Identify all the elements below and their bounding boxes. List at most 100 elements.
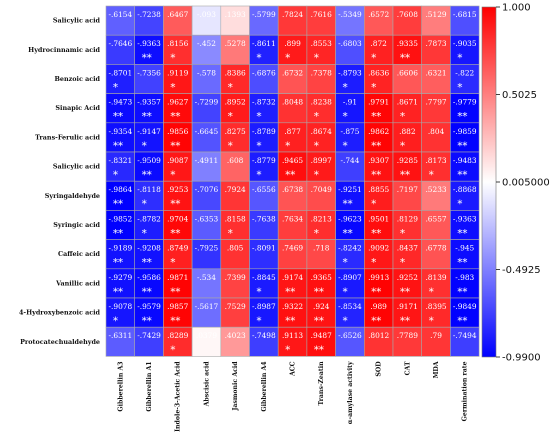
cell-value-label: -.983 bbox=[455, 273, 474, 282]
heatmap-cell bbox=[220, 151, 250, 182]
colorbar-tick-label: -0.9900 bbox=[502, 353, 541, 364]
significance-mark: ** bbox=[170, 141, 180, 152]
heatmap-cell bbox=[249, 239, 279, 270]
row-label: Sinapic Acid bbox=[55, 104, 100, 112]
cell-value-label: .7399 bbox=[225, 273, 246, 282]
heatmap-cell bbox=[191, 210, 222, 240]
heatmap-cells: -.6154 -.7238 .6467 -.093 .1393 -.5799 .7824 .7… bbox=[105, 5, 480, 357]
column-labels: Gibberellin A3 Gibberellin A1 Indole-3-Ace… bbox=[117, 361, 468, 432]
heatmap-cell bbox=[105, 5, 136, 36]
row-label: Hydrocinnamic acid bbox=[28, 46, 100, 54]
significance-mark: * bbox=[170, 53, 175, 64]
heatmap-cell bbox=[392, 268, 423, 299]
heatmap-cell bbox=[421, 5, 451, 36]
heatmap-cell bbox=[220, 268, 250, 299]
cell-value-label: -.8868 bbox=[453, 185, 477, 194]
heatmap-cell bbox=[249, 326, 279, 357]
column-label: SOD bbox=[376, 361, 383, 377]
significance-mark: ** bbox=[371, 316, 381, 327]
significance-mark: * bbox=[457, 82, 462, 93]
cell-value-label: .9087 bbox=[167, 156, 188, 165]
cell-value-label: -.6876 bbox=[252, 68, 276, 77]
row-label: Caffeic acid bbox=[58, 250, 101, 258]
cell-value-label: .9113 bbox=[282, 331, 303, 340]
heatmap-cell bbox=[306, 239, 336, 270]
significance-mark: * bbox=[343, 141, 348, 152]
cell-value-label: .9365 bbox=[311, 273, 332, 282]
column-label: Gibberellin A1 bbox=[146, 361, 153, 411]
cell-value-label: -.9586 bbox=[137, 273, 161, 282]
heatmap-cell bbox=[134, 297, 164, 328]
cell-value-label: .8275 bbox=[225, 127, 246, 136]
heatmap-cell bbox=[392, 64, 423, 94]
cell-value-label: .805 bbox=[227, 244, 244, 253]
cell-value-label: .6606 bbox=[397, 68, 418, 77]
significance-mark: ** bbox=[314, 345, 324, 356]
heatmap-cell bbox=[277, 326, 308, 357]
cell-value-label: .899 bbox=[284, 39, 301, 48]
colorbar-gradient bbox=[481, 6, 497, 358]
heatmap-cell bbox=[335, 297, 365, 328]
significance-mark: ** bbox=[285, 287, 295, 298]
cell-value-label: -.8987 bbox=[252, 302, 276, 311]
heatmap-cell bbox=[105, 122, 136, 153]
cell-value-label: .7378 bbox=[311, 68, 332, 77]
significance-mark: ** bbox=[170, 316, 180, 327]
heatmap-cell bbox=[421, 210, 451, 240]
heatmap-cell bbox=[277, 93, 308, 124]
significance-mark: * bbox=[314, 228, 319, 239]
cell-value-label: .9704 bbox=[167, 214, 188, 223]
cell-value-label: -.5799 bbox=[252, 10, 276, 19]
significance-mark: * bbox=[228, 228, 233, 239]
significance-mark: * bbox=[371, 82, 376, 93]
cell-value-label: -.5349 bbox=[338, 10, 362, 19]
cell-value-label: .8129 bbox=[397, 214, 418, 223]
heatmap-cell bbox=[392, 151, 423, 182]
heatmap-cell bbox=[134, 64, 164, 94]
significance-mark: ** bbox=[113, 112, 123, 123]
cell-value-label: .9501 bbox=[368, 214, 389, 223]
significance-mark: * bbox=[400, 112, 405, 123]
cell-value-label: -.9579 bbox=[137, 302, 161, 311]
heatmap-cell bbox=[105, 239, 136, 270]
cell-value-label: .9252 bbox=[397, 273, 418, 282]
cell-value-label: .8674 bbox=[311, 127, 332, 136]
significance-mark: * bbox=[257, 170, 262, 181]
colorbar-tick-label: 0.5025 bbox=[502, 90, 537, 101]
cell-value-label: .9174 bbox=[282, 273, 303, 282]
heatmap-cell bbox=[392, 180, 423, 211]
heatmap-cell bbox=[363, 268, 394, 299]
significance-mark: ** bbox=[113, 258, 123, 269]
heatmap-cell bbox=[134, 268, 164, 299]
cell-value-label: .9171 bbox=[397, 302, 418, 311]
heatmap-cell bbox=[105, 268, 136, 299]
significance-mark: * bbox=[314, 112, 319, 123]
cell-value-label: -.8118 bbox=[137, 185, 161, 194]
significance-mark: ** bbox=[170, 228, 180, 239]
cell-value-label: -.9035 bbox=[453, 39, 477, 48]
colorbar-tick-label: 0.005000 bbox=[502, 178, 550, 189]
cell-value-label: .8158 bbox=[225, 214, 246, 223]
significance-mark: ** bbox=[113, 141, 123, 152]
significance-mark: * bbox=[371, 258, 376, 269]
cell-value-label: .9791 bbox=[368, 98, 389, 107]
heatmap-cell bbox=[421, 122, 451, 153]
significance-mark: * bbox=[314, 170, 319, 181]
heatmap-cell bbox=[163, 64, 193, 94]
cell-value-label: -.822 bbox=[455, 68, 474, 77]
cell-value-label: -.9483 bbox=[453, 156, 477, 165]
cell-value-label: .9307 bbox=[368, 156, 389, 165]
heatmap-cell bbox=[105, 180, 136, 211]
heatmap-cell bbox=[450, 64, 480, 94]
significance-mark: * bbox=[170, 345, 175, 356]
significance-mark: ** bbox=[343, 199, 353, 210]
significance-mark: ** bbox=[170, 287, 180, 298]
significance-mark: * bbox=[343, 287, 348, 298]
column-label: Germination rate bbox=[462, 361, 469, 421]
cell-value-label: -.9147 bbox=[137, 127, 161, 136]
heatmap-cell bbox=[277, 180, 308, 211]
cell-value-label: -.6645 bbox=[195, 127, 219, 136]
significance-mark: ** bbox=[142, 170, 152, 181]
heatmap-cell bbox=[335, 210, 365, 240]
cell-value-label: -.8242 bbox=[338, 244, 362, 253]
